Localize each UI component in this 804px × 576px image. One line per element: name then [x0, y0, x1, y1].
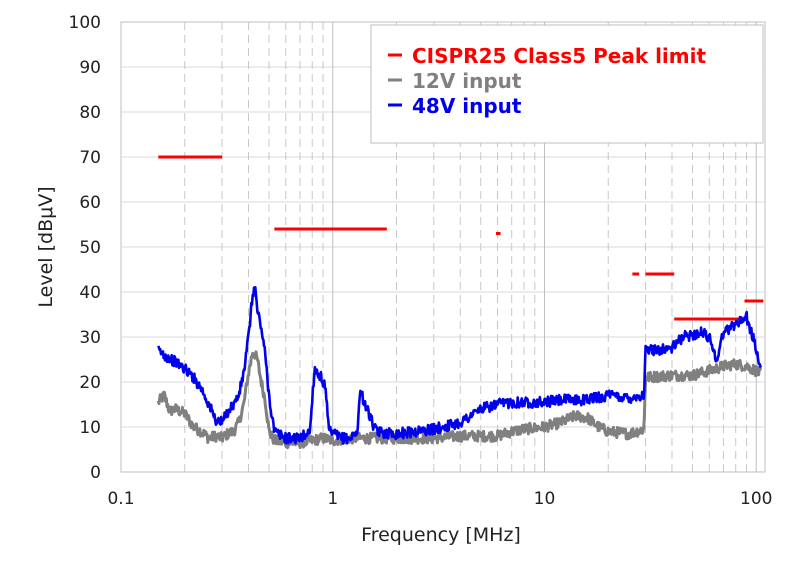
y-tick-label: 10 [79, 418, 101, 438]
legend: CISPR25 Class5 Peak limit 12V input 48V … [370, 24, 764, 144]
y-tick-label: 40 [79, 283, 101, 303]
y-tick-label: 100 [69, 13, 101, 33]
x-tick-labels: 0.1 1 10 100 [107, 489, 772, 509]
limit-segments [158, 155, 764, 321]
legend-label-48v: 48V input [412, 94, 522, 118]
x-tick-label: 0.1 [107, 489, 134, 509]
series-line-12v [156, 350, 763, 450]
series-line-48v [157, 286, 762, 445]
y-tick-label: 0 [90, 463, 101, 483]
y-tick-label: 30 [79, 328, 101, 348]
y-tick-label: 70 [79, 148, 101, 168]
x-axis-title: Frequency [MHz] [361, 524, 521, 546]
y-tick-label: 80 [79, 103, 101, 123]
y-tick-labels: 0 10 20 30 40 50 60 70 80 90 100 [69, 13, 101, 483]
y-axis-title: Level [dBμV] [35, 186, 57, 307]
legend-label-12v: 12V input [412, 69, 522, 93]
series-lines [156, 286, 763, 450]
legend-label-limit: CISPR25 Class5 Peak limit [412, 44, 706, 68]
y-tick-label: 90 [79, 58, 101, 78]
x-tick-label: 100 [740, 489, 772, 509]
y-tick-label: 60 [79, 193, 101, 213]
legend-box [370, 24, 764, 144]
grid [121, 22, 765, 472]
x-tick-label: 10 [534, 489, 556, 509]
y-tick-label: 20 [79, 373, 101, 393]
y-tick-label: 50 [79, 238, 101, 258]
x-tick-label: 1 [327, 489, 338, 509]
